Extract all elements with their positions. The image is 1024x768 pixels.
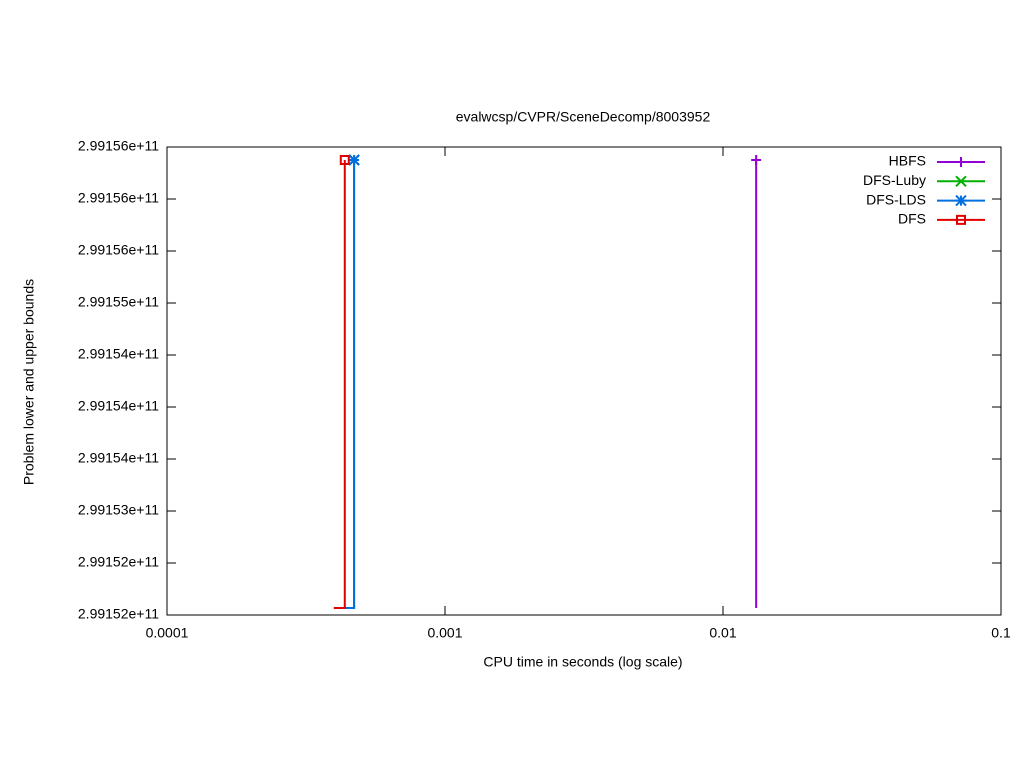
x-tick-label: 0.01 [709,625,736,641]
legend-label: DFS [898,211,926,227]
legend-marker [955,175,967,188]
chart-title: evalwcsp/CVPR/SceneDecomp/8003952 [456,109,711,125]
marker [751,155,762,165]
marker [339,155,350,165]
y-tick-label: 2.99154e+11 [78,450,159,466]
y-axis-label: Problem lower and upper bounds [21,279,37,485]
y-tick-label: 2.99156e+11 [78,138,159,154]
legend-label: DFS-LDS [866,191,926,207]
legend-marker [956,214,966,225]
y-tick-label: 2.99153e+11 [78,502,159,518]
x-tick-label: 0.001 [427,625,462,641]
legend-marker [956,157,966,167]
y-tick-label: 2.99155e+11 [78,294,159,310]
y-tick-label: 2.99152e+11 [78,554,159,570]
y-tick-label: 2.99154e+11 [78,346,159,362]
legend-label: DFS-Luby [863,172,926,188]
y-tick-label: 2.99156e+11 [78,242,159,258]
series-line [344,160,356,609]
series-line [344,160,356,609]
x-axis-label: CPU time in seconds (log scale) [483,654,682,670]
y-tick-label: 2.99156e+11 [78,190,159,206]
marker [348,154,360,166]
plot-border [166,146,1002,616]
x-tick-label: 0.0001 [146,625,189,641]
legend-label: HBFS [889,153,926,169]
y-tick-label: 2.99154e+11 [78,398,159,414]
legend-marker [955,194,967,207]
x-tick-label: 0.1 [991,625,1011,641]
series-line [333,160,346,609]
y-tick-label: 2.99152e+11 [78,606,159,622]
